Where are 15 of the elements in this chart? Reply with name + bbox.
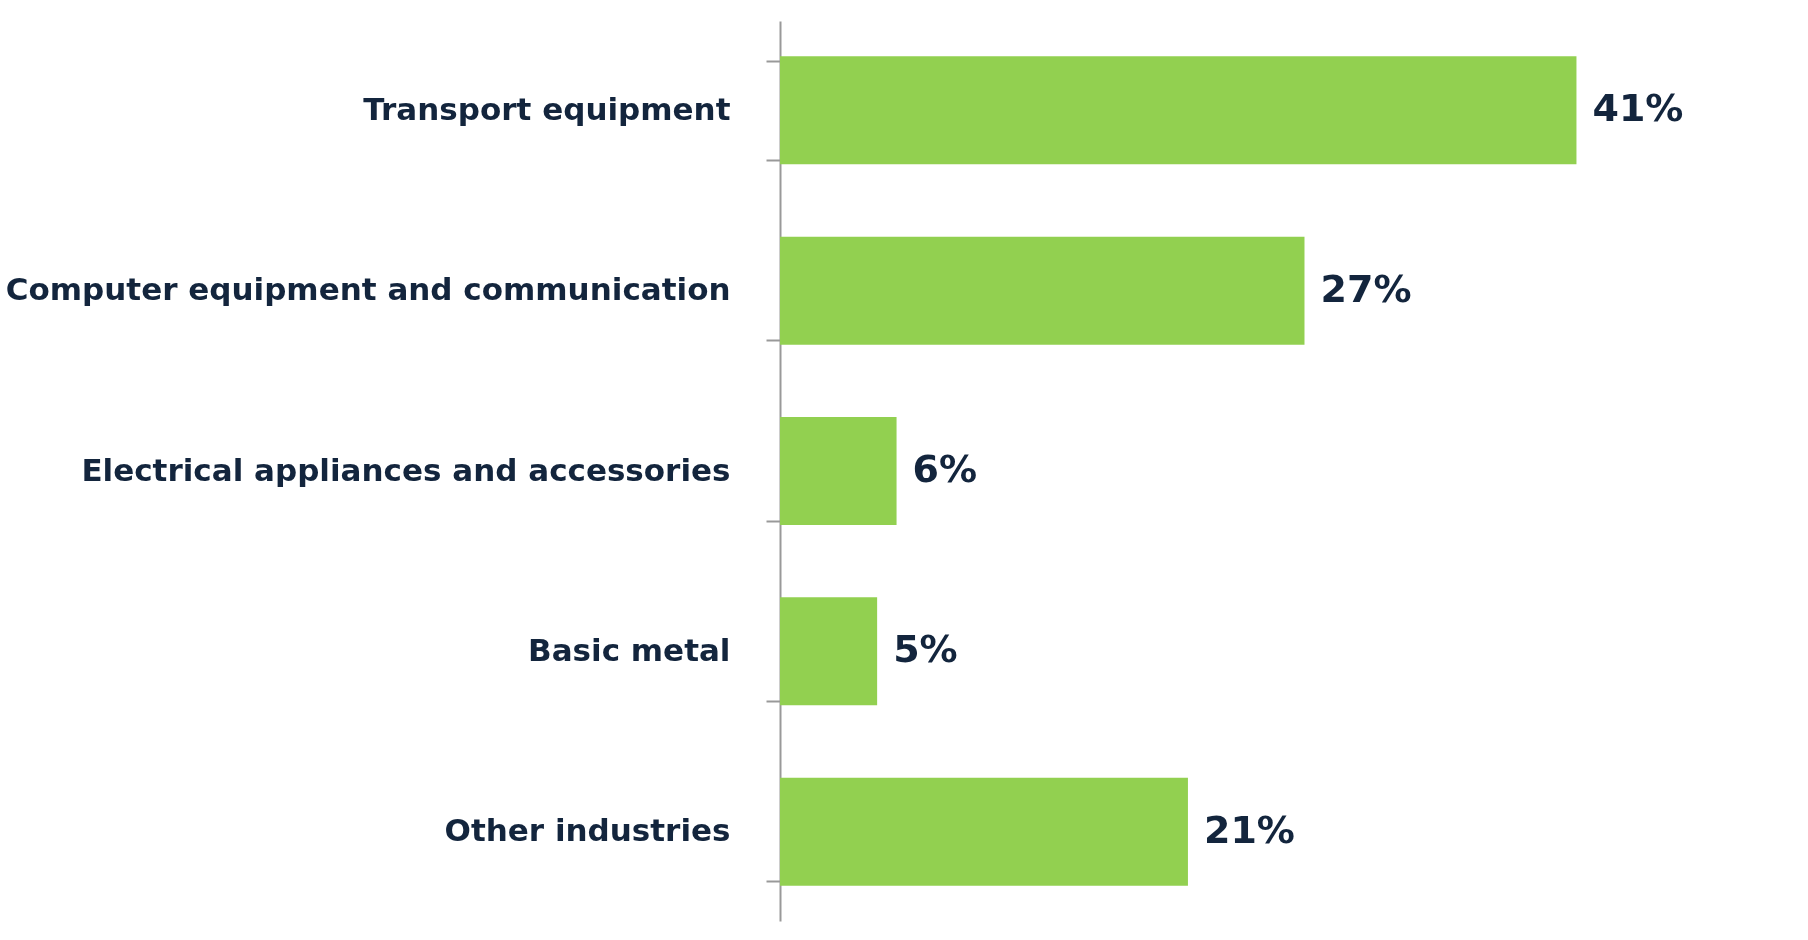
bar bbox=[780, 56, 1577, 165]
data-label: 5% bbox=[893, 627, 958, 672]
y-tick-label: Other industries bbox=[444, 812, 731, 849]
data-label: 27% bbox=[1320, 266, 1412, 311]
data-label: 41% bbox=[1592, 86, 1684, 131]
bar bbox=[780, 777, 1188, 886]
y-tick-label: Basic metal bbox=[528, 631, 731, 668]
data-label: 21% bbox=[1203, 807, 1295, 852]
bar bbox=[780, 597, 878, 706]
bar bbox=[780, 236, 1305, 345]
bar bbox=[780, 417, 897, 525]
data-label: 6% bbox=[912, 447, 978, 491]
y-tick-label: Transport equipment bbox=[363, 90, 731, 127]
y-tick-label: Computer equipment and communication bbox=[5, 271, 731, 308]
y-tick-label: Electrical appliances and accessories bbox=[81, 451, 731, 488]
